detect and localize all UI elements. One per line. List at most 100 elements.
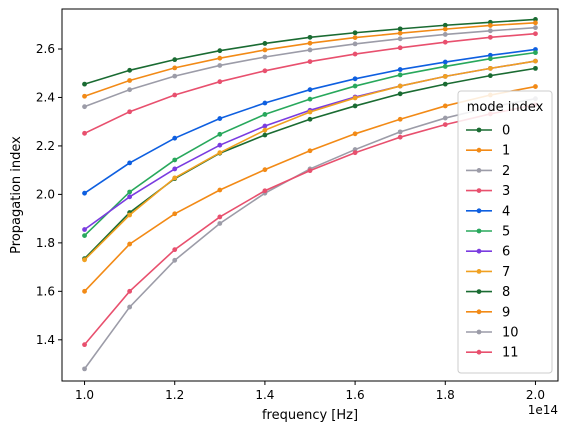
series-point-11 bbox=[82, 130, 87, 136]
series-point-9 bbox=[397, 30, 403, 36]
series-point-8 bbox=[533, 17, 538, 22]
series-point-1 bbox=[352, 131, 358, 137]
series-point-8 bbox=[307, 34, 313, 40]
series-point-10 bbox=[442, 32, 448, 37]
series-point-2 bbox=[127, 304, 133, 310]
legend-marker-5 bbox=[476, 228, 482, 234]
ticks-group: 1.0 1.2 1.4 1.6 1.8 2.0 1.4 1.6 1.8 2.0 2.2 2.4 2.6 bbox=[36, 42, 545, 402]
series-point-8 bbox=[127, 67, 133, 73]
y-tick-label: 1.4 bbox=[36, 333, 55, 347]
legend-label-8: 8 bbox=[502, 285, 510, 300]
series-point-3 bbox=[352, 150, 358, 156]
series-point-11 bbox=[397, 45, 403, 51]
series-point-9 bbox=[172, 65, 178, 71]
series-point-9 bbox=[442, 26, 448, 32]
series-point-2 bbox=[442, 115, 448, 121]
series-point-4 bbox=[352, 76, 358, 82]
series-point-4 bbox=[172, 135, 178, 141]
legend-label-10: 10 bbox=[502, 326, 519, 341]
series-point-8 bbox=[352, 30, 358, 36]
series-point-1 bbox=[82, 288, 87, 294]
y-tick-label: 2.2 bbox=[36, 139, 55, 153]
x-tick-label: 2.0 bbox=[526, 388, 545, 402]
series-point-3 bbox=[127, 288, 133, 294]
series-point-8 bbox=[262, 41, 268, 46]
series-point-9 bbox=[82, 93, 87, 99]
series-point-5 bbox=[397, 72, 403, 78]
legend-label-1: 1 bbox=[502, 144, 510, 159]
legend-marker-0 bbox=[476, 127, 482, 133]
series-point-10 bbox=[352, 41, 358, 47]
y-tick-label: 1.6 bbox=[36, 284, 55, 298]
legend-label-9: 9 bbox=[502, 305, 510, 320]
series-point-11 bbox=[127, 109, 133, 115]
series-point-11 bbox=[352, 51, 358, 57]
legend-marker-9 bbox=[476, 309, 482, 315]
series-point-4 bbox=[82, 190, 87, 196]
series-point-1 bbox=[307, 148, 313, 154]
series-point-2 bbox=[172, 257, 178, 263]
series-point-10 bbox=[533, 25, 538, 31]
series-point-11 bbox=[533, 31, 538, 37]
series-layer bbox=[82, 17, 538, 372]
series-point-7 bbox=[487, 65, 493, 71]
series-point-10 bbox=[127, 87, 133, 93]
series-point-11 bbox=[442, 39, 448, 45]
series-point-5 bbox=[172, 157, 178, 163]
series-point-8 bbox=[442, 22, 448, 28]
series-point-4 bbox=[262, 100, 268, 106]
series-point-1 bbox=[397, 116, 403, 122]
series-point-3 bbox=[217, 214, 223, 220]
series-point-10 bbox=[487, 28, 493, 34]
series-point-11 bbox=[217, 79, 223, 85]
series-point-1 bbox=[172, 211, 178, 217]
x-tick-label: 1.8 bbox=[436, 388, 455, 402]
series-point-9 bbox=[262, 47, 268, 53]
legend-label-6: 6 bbox=[502, 245, 510, 260]
series-point-0 bbox=[487, 73, 493, 79]
series-point-5 bbox=[217, 131, 223, 137]
series-point-5 bbox=[352, 83, 358, 89]
series-point-3 bbox=[172, 247, 178, 253]
series-point-7 bbox=[172, 175, 178, 181]
legend-marker-7 bbox=[476, 269, 482, 274]
series-point-0 bbox=[307, 116, 313, 122]
legend-label-5: 5 bbox=[502, 225, 510, 240]
series-point-6 bbox=[262, 123, 268, 129]
series-point-7 bbox=[82, 257, 87, 263]
series-point-6 bbox=[172, 166, 178, 172]
series-point-7 bbox=[127, 212, 133, 218]
series-point-11 bbox=[262, 68, 268, 74]
legend-label-11: 11 bbox=[502, 346, 519, 361]
series-point-6 bbox=[127, 194, 133, 200]
series-point-8 bbox=[82, 81, 87, 87]
series-point-9 bbox=[352, 35, 358, 40]
legend-entries: 0 1 2 3 4 5 6 7 8 9 10 11 bbox=[466, 124, 519, 361]
series-point-10 bbox=[82, 104, 87, 110]
series-point-5 bbox=[262, 112, 268, 117]
x-tick-label: 1.2 bbox=[165, 388, 184, 402]
series-point-6 bbox=[217, 142, 223, 148]
series-point-11 bbox=[307, 59, 313, 64]
legend-label-7: 7 bbox=[502, 265, 510, 280]
legend: mode index 0 1 2 3 4 5 6 7 8 9 10 11 bbox=[457, 90, 553, 374]
x-tick-label: 1.0 bbox=[75, 388, 94, 402]
series-point-9 bbox=[217, 55, 223, 61]
series-point-5 bbox=[487, 56, 493, 62]
series-point-10 bbox=[217, 63, 223, 68]
series-point-3 bbox=[442, 122, 448, 127]
x-offset-label: 1e14 bbox=[528, 403, 558, 417]
series-point-7 bbox=[397, 83, 403, 89]
legend-marker-11 bbox=[476, 349, 482, 355]
series-point-0 bbox=[352, 103, 358, 109]
series-point-8 bbox=[397, 26, 403, 32]
legend-marker-3 bbox=[476, 188, 482, 194]
y-tick-label: 2.6 bbox=[36, 42, 55, 56]
series-point-11 bbox=[487, 34, 493, 40]
legend-marker-8 bbox=[476, 289, 482, 294]
legend-label-0: 0 bbox=[502, 124, 510, 139]
series-point-4 bbox=[307, 87, 313, 93]
series-point-5 bbox=[533, 50, 538, 56]
legend-marker-2 bbox=[476, 168, 482, 173]
legend-marker-1 bbox=[476, 147, 482, 153]
